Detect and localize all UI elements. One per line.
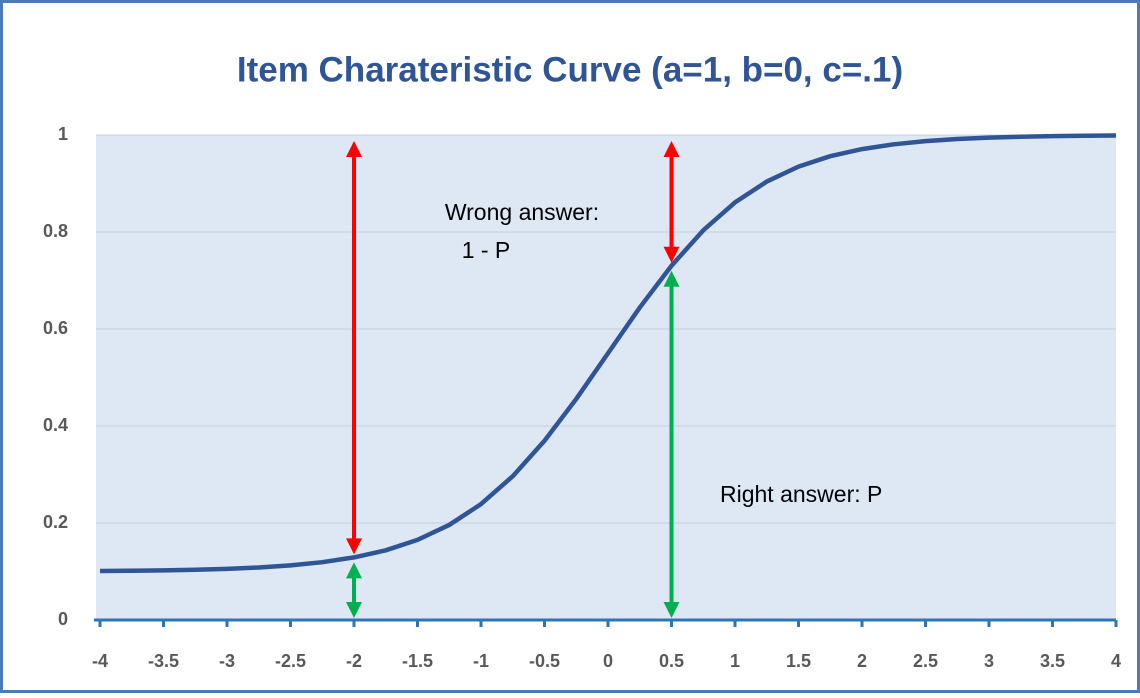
x-tick-label: 2 bbox=[857, 651, 867, 671]
annotation: Right answer: P bbox=[720, 481, 882, 507]
annotation: Wrong answer: bbox=[445, 199, 599, 225]
y-tick-label: 0.8 bbox=[43, 221, 68, 241]
x-tick-label: -4 bbox=[92, 651, 108, 671]
curve bbox=[99, 133, 1117, 574]
y-tick-label: 1 bbox=[58, 124, 68, 144]
x-tick-label: -2 bbox=[346, 651, 362, 671]
arrow-head bbox=[346, 602, 362, 618]
y-tick-label: 0.6 bbox=[43, 318, 68, 338]
x-tick-label: 1.5 bbox=[786, 651, 811, 671]
arrow-head bbox=[346, 141, 362, 157]
x-tick-label: 0 bbox=[603, 651, 613, 671]
x-tick-label: 3 bbox=[984, 651, 994, 671]
x-tick-label: 2.5 bbox=[913, 651, 938, 671]
plot-area bbox=[96, 135, 1116, 620]
arrow-head bbox=[663, 141, 680, 157]
x-tick-label: -3.5 bbox=[148, 651, 179, 671]
x-tick-label: -1.5 bbox=[402, 651, 433, 671]
arrow bbox=[346, 562, 362, 618]
arrow bbox=[663, 270, 680, 618]
x-tick-label: -0.5 bbox=[529, 651, 560, 671]
y-tick-label: 0.2 bbox=[43, 512, 68, 532]
y-tick-label: 0.4 bbox=[43, 415, 68, 435]
x-tick-label: 1 bbox=[730, 651, 740, 671]
x-tick-label: -1 bbox=[473, 651, 489, 671]
arrow-head bbox=[663, 246, 680, 263]
chart-title: Item Charateristic Curve (a=1, b=0, c=.1… bbox=[237, 50, 903, 89]
arrow bbox=[346, 141, 362, 555]
x-tick-label: 4 bbox=[1111, 651, 1121, 671]
x-tick-label: 3.5 bbox=[1040, 651, 1065, 671]
annotation: 1 - P bbox=[462, 237, 511, 263]
arrow-head bbox=[346, 538, 362, 555]
arrow-head bbox=[663, 270, 680, 287]
y-tick-label: 0 bbox=[58, 609, 68, 629]
x-tick-label: -3 bbox=[219, 651, 235, 671]
arrow-head bbox=[346, 562, 362, 579]
arrow bbox=[663, 141, 680, 263]
x-tick-label: 0.5 bbox=[659, 651, 684, 671]
arrow-head bbox=[663, 602, 680, 618]
x-tick-label: -2.5 bbox=[275, 651, 306, 671]
